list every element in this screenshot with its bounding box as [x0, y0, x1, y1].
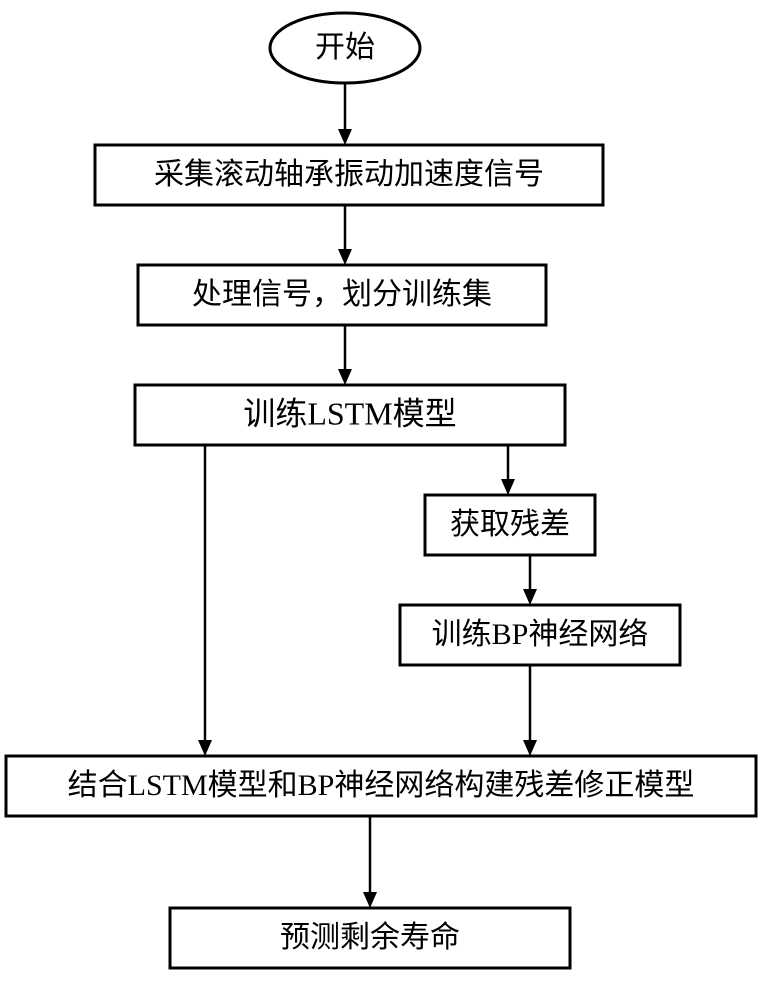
flow-label-lstm: 训练LSTM模型: [243, 395, 456, 431]
start-label: 开始: [315, 31, 375, 64]
arrow-head: [338, 369, 352, 385]
arrow-head: [501, 479, 515, 495]
flow-label-collect: 采集滚动轴承振动加速度信号: [154, 158, 544, 191]
arrow-head: [198, 740, 212, 756]
arrow-head: [338, 249, 352, 265]
flow-label-residual: 获取残差: [450, 508, 570, 541]
flow-label-process: 处理信号，划分训练集: [192, 278, 492, 311]
flow-label-predict: 预测剩余寿命: [280, 921, 460, 954]
arrow-head: [338, 129, 352, 145]
flow-label-bp: 训练BP神经网络: [432, 618, 649, 651]
flow-label-combine: 结合LSTM模型和BP神经网络构建残差修正模型: [68, 769, 695, 802]
arrow-head: [523, 589, 537, 605]
arrow-head: [523, 740, 537, 756]
arrow-head: [363, 892, 377, 908]
